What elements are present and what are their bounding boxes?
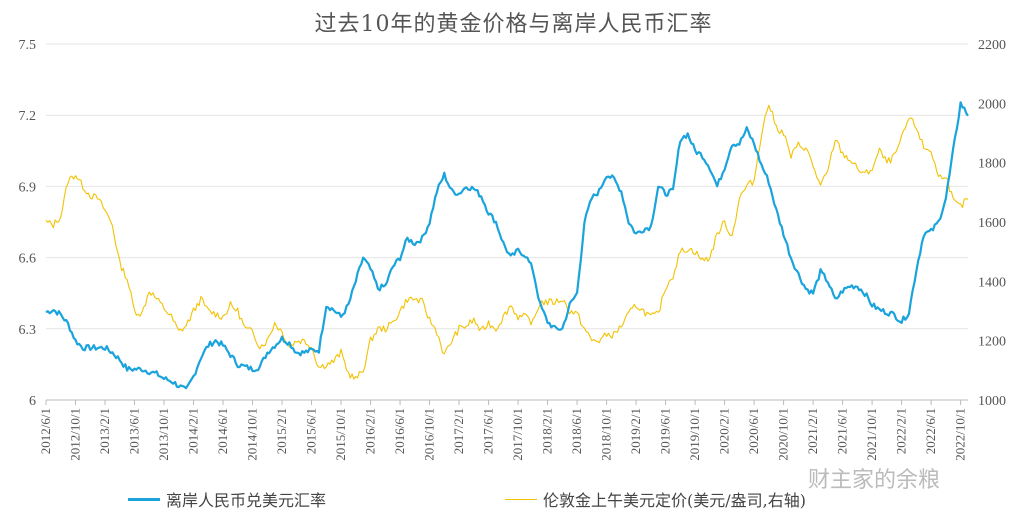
x-tick-label: 2018/10/1 [599,408,614,461]
x-tick-label: 2019/6/1 [658,408,673,454]
y-right-tick-label: 2200 [978,38,1006,53]
x-tick-label: 2021/6/1 [835,408,850,454]
x-tick-label: 2021/10/1 [864,408,879,461]
y-right-tick-label: 2000 [978,97,1006,112]
x-tick-label: 2014/10/1 [245,408,260,461]
y-left-tick-label: 6 [29,394,36,409]
legend-label-gold: 伦敦金上午美元定价(美元/盎司,右轴) [543,491,806,510]
chart-title: 过去10年的黄金价格与离岸人民币汇率 [314,12,713,37]
x-tick-label: 2021/2/1 [805,408,820,454]
x-tick-label: 2019/2/1 [628,408,643,454]
x-tick-label: 2017/10/1 [510,408,525,461]
y-left-tick-label: 7.5 [19,38,37,53]
x-tick-label: 2020/6/1 [746,408,761,454]
x-tick-label: 2018/2/1 [540,408,555,454]
y-right-tick-label: 1400 [978,275,1006,290]
x-tick-label: 2012/10/1 [68,408,83,461]
y-left-tick-label: 7.2 [19,109,37,124]
x-tick-label: 2013/2/1 [97,408,112,454]
x-tick-label: 2013/6/1 [127,408,142,454]
x-tick-label: 2022/6/1 [923,408,938,454]
series-line-gold [45,104,969,380]
watermark: 财主家的余粮 [808,468,941,493]
legend-label-cnh: 离岸人民币兑美元汇率 [166,491,327,510]
y-right-tick-label: 1600 [978,216,1006,231]
x-tick-label: 2013/10/1 [156,408,171,461]
legend-swatch-cnh [128,497,160,501]
x-tick-label: 2016/10/1 [422,408,437,461]
legend-swatch-gold [505,498,537,500]
x-tick-label: 2022/10/1 [953,408,968,461]
y-right-tick-label: 1200 [978,335,1006,350]
x-tick-label: 2015/2/1 [274,408,289,454]
x-tick-label: 2012/6/1 [38,408,53,454]
x-tick-label: 2020/2/1 [717,408,732,454]
x-tick-label: 2019/10/1 [687,408,702,461]
x-tick-label: 2017/6/1 [481,408,496,454]
y-right-tick-label: 1800 [978,157,1006,172]
x-tick-label: 2016/6/1 [392,408,407,454]
y-left-tick-label: 6.3 [19,323,37,338]
x-tick-label: 2018/6/1 [569,408,584,454]
y-right-tick-label: 1000 [978,394,1006,409]
x-tick-label: 2017/2/1 [451,408,466,454]
x-tick-label: 2015/6/1 [304,408,319,454]
x-tick-label: 2022/2/1 [894,408,909,454]
x-tick-label: 2016/2/1 [363,408,378,454]
x-tick-label: 2014/2/1 [186,408,201,454]
x-tick-label: 2014/6/1 [215,408,230,454]
legend-item-cnh: 离岸人民币兑美元汇率 [128,487,326,511]
x-tick-label: 2020/10/1 [776,408,791,461]
legend-item-gold: 伦敦金上午美元定价(美元/盎司,右轴) [505,487,806,511]
series-line-cnh [45,101,969,390]
y-left-tick-label: 6.6 [19,252,37,267]
x-tick-label: 2015/10/1 [333,408,348,461]
y-left-tick-label: 6.9 [19,180,37,195]
